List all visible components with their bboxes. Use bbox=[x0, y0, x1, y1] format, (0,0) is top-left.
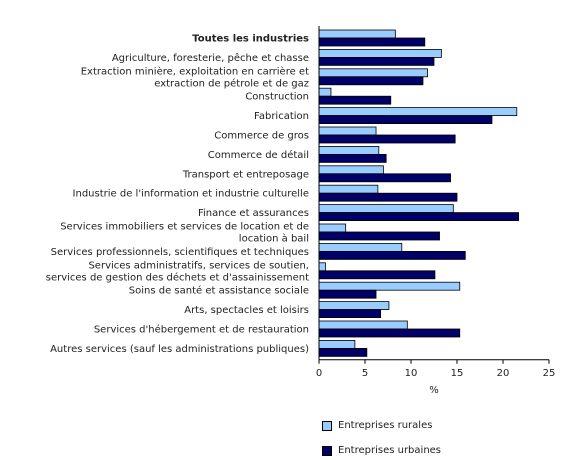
bar-rural-11 bbox=[318, 242, 403, 252]
category-label-11: Services professionnels, scientifiques e… bbox=[51, 247, 309, 258]
bar-urban-15 bbox=[318, 328, 461, 338]
bar-rural-10 bbox=[318, 223, 347, 233]
bar-rural-1 bbox=[318, 49, 442, 58]
bar-urban-11 bbox=[318, 250, 466, 260]
legend-item-rural: Entreprises rurales bbox=[322, 420, 432, 431]
category-label-16: Autres services (sauf les administration… bbox=[50, 344, 309, 355]
category-label-10-line-0: Services immobiliers et services de loca… bbox=[60, 222, 309, 233]
category-label-2-line-1: extraction de pétrole et de gaz bbox=[154, 77, 309, 89]
x-ticks: 0 5 10 15 20 25 bbox=[316, 359, 556, 379]
category-label-5: Commerce de gros bbox=[214, 131, 309, 142]
bar-urban-3 bbox=[318, 95, 392, 105]
category-label-0: Toutes les industries bbox=[192, 34, 309, 45]
bar-rural-16 bbox=[318, 339, 356, 349]
bar-urban-1 bbox=[318, 57, 435, 66]
category-label-13: Soins de santé et assistance sociale bbox=[129, 285, 309, 297]
bar-urban-4 bbox=[318, 115, 493, 124]
legend-swatch-urban bbox=[322, 445, 332, 456]
bar-urban-0 bbox=[318, 37, 426, 47]
bar-rural-5 bbox=[318, 126, 377, 136]
legend-label-urban: Entreprises urbaines bbox=[338, 445, 442, 456]
bar-urban-5 bbox=[318, 134, 456, 144]
legend-item-urban: Entreprises urbaines bbox=[322, 445, 441, 456]
bar-rural-2 bbox=[318, 68, 428, 78]
bar-rural-8 bbox=[318, 184, 379, 194]
bar-rural-3 bbox=[318, 87, 332, 97]
bar-urban-7 bbox=[318, 173, 451, 183]
bar-urban-8 bbox=[318, 192, 458, 202]
bar-rural-7 bbox=[318, 165, 384, 175]
bar-urban-10 bbox=[318, 231, 440, 241]
category-label-4: Fabrication bbox=[254, 111, 309, 122]
category-labels: Toutes les industries Agriculture, forest… bbox=[46, 34, 309, 355]
bars-group bbox=[318, 29, 520, 357]
bar-urban-12 bbox=[318, 270, 436, 280]
category-label-2-line-0: Extraction minière, exploitation en carr… bbox=[81, 65, 309, 77]
category-label-9: Finance et assurances bbox=[198, 208, 309, 219]
x-tick-label-5: 25 bbox=[543, 368, 556, 379]
category-label-10-line-1: location à bail bbox=[239, 233, 309, 245]
category-label-12-line-0: Services administratifs, services de sou… bbox=[88, 260, 309, 271]
x-tick-label-2: 10 bbox=[405, 368, 418, 379]
category-label-14: Arts, spectacles et loisirs bbox=[184, 305, 309, 316]
bar-rural-12 bbox=[318, 262, 326, 272]
bar-urban-14 bbox=[318, 309, 382, 319]
bar-rural-6 bbox=[318, 145, 380, 155]
bar-urban-2 bbox=[318, 76, 424, 86]
bar-rural-0 bbox=[318, 29, 396, 39]
bar-rural-9 bbox=[318, 204, 454, 214]
legend-swatch-rural bbox=[322, 420, 332, 431]
x-tick-label-1: 5 bbox=[362, 368, 368, 379]
category-label-1: Agriculture, foresterie, pêche et chasse bbox=[112, 52, 309, 64]
x-tick-label-4: 20 bbox=[497, 368, 510, 379]
x-axis-title: % bbox=[429, 385, 439, 396]
bar-urban-6 bbox=[318, 153, 387, 163]
category-label-8: Industrie de l'information et industrie … bbox=[73, 189, 309, 200]
category-label-6: Commerce de détail bbox=[208, 149, 309, 161]
category-label-3: Construction bbox=[245, 92, 309, 103]
bar-rural-14 bbox=[318, 301, 390, 311]
category-label-15: Services d'hébergement et de restauratio… bbox=[94, 324, 309, 336]
x-tick-label-0: 0 bbox=[316, 368, 322, 379]
bar-rural-15 bbox=[318, 320, 408, 330]
bar-urban-13 bbox=[318, 289, 377, 299]
bar-rural-13 bbox=[318, 281, 461, 291]
category-label-7: Transport et entreposage bbox=[182, 169, 309, 180]
bar-urban-16 bbox=[318, 347, 368, 357]
category-label-12-line-1: services de gestion des déchets et d'ass… bbox=[46, 271, 309, 283]
bar-rural-4 bbox=[318, 107, 518, 116]
legend-label-rural: Entreprises rurales bbox=[338, 420, 433, 431]
x-tick-label-3: 15 bbox=[451, 368, 464, 379]
bar-urban-9 bbox=[318, 212, 520, 222]
